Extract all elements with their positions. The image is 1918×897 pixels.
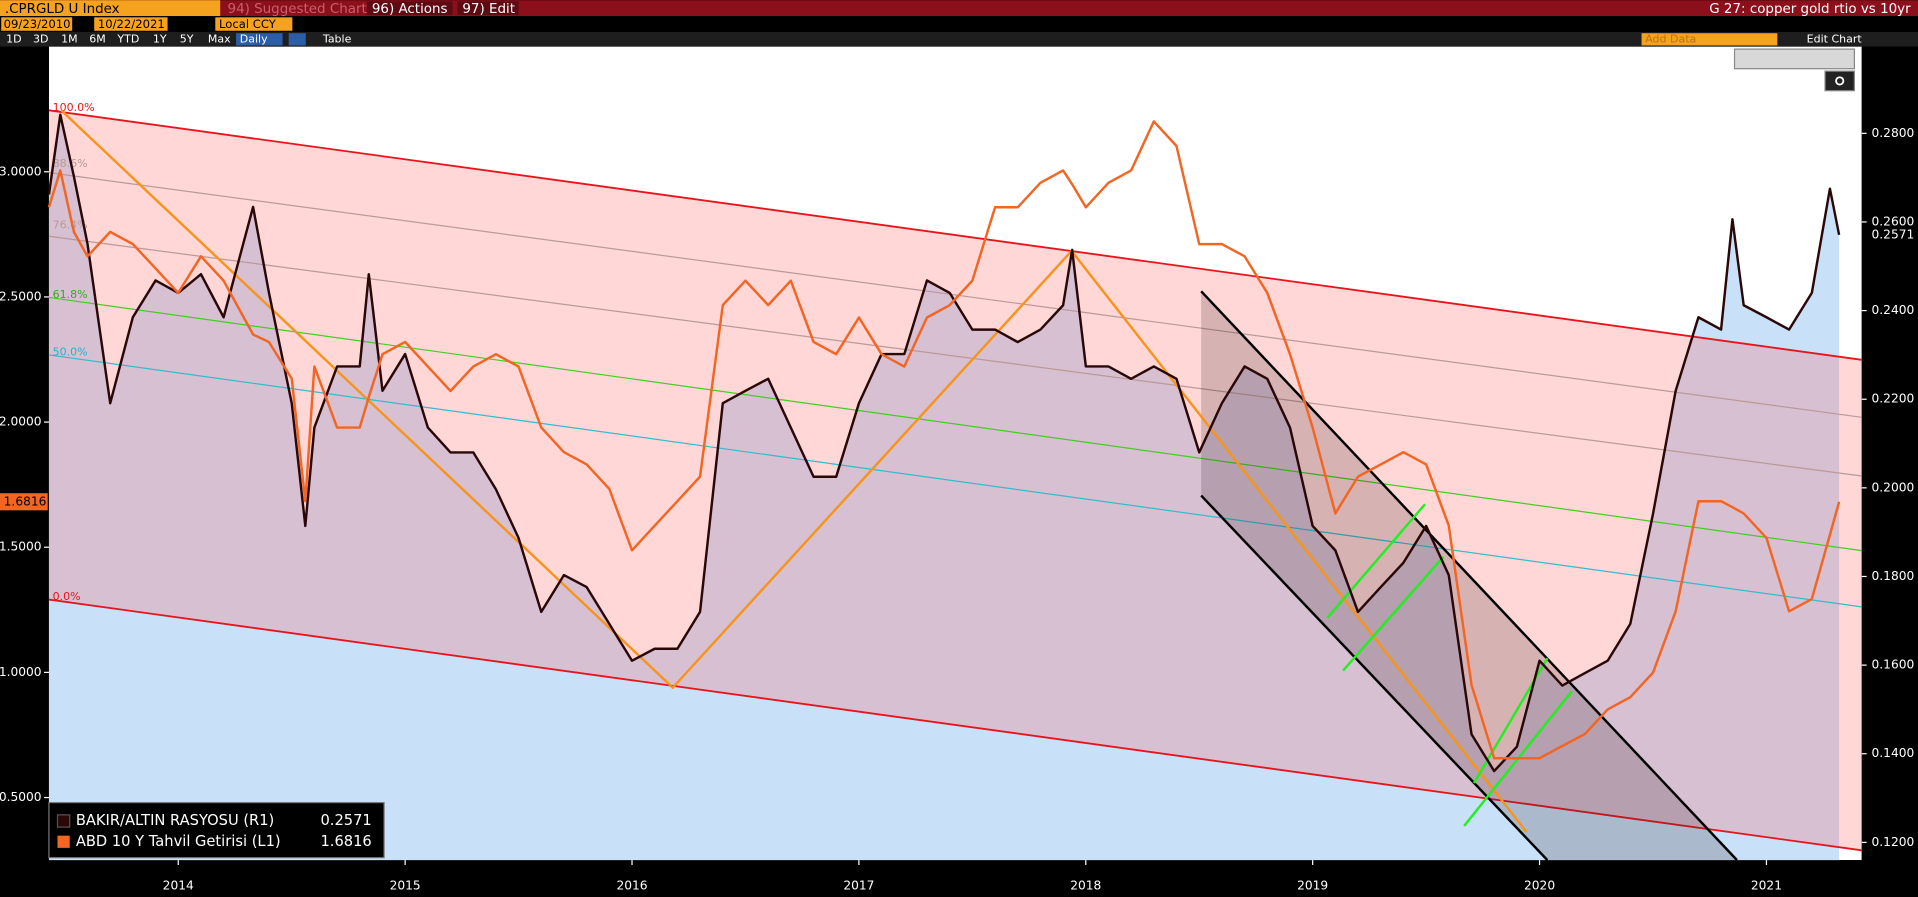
ticker-box[interactable] xyxy=(0,0,221,17)
range-button[interactable]: 5Y xyxy=(180,32,194,45)
add-data: Add Data xyxy=(1645,32,1696,45)
start-date-box[interactable] xyxy=(1,17,73,31)
y2-tick-label: 0.2800 xyxy=(1872,126,1915,140)
fib-label: 76.4% xyxy=(53,218,88,231)
range-button[interactable]: 1Y xyxy=(153,32,167,45)
y2-tick-label: 0.1800 xyxy=(1872,569,1915,583)
fib-line xyxy=(48,235,1862,477)
legend-value: 1.6816 xyxy=(320,833,371,850)
last-value-badge xyxy=(0,493,48,511)
legend-swatch xyxy=(56,814,71,828)
frequency-box[interactable] xyxy=(236,33,283,46)
edit-button-bg xyxy=(457,1,519,15)
y2-tick-label: 0.1600 xyxy=(1872,658,1915,672)
fib-label: 50.0% xyxy=(53,345,88,358)
y-tick-label: 3.0000 xyxy=(0,164,42,178)
range-button[interactable]: YTD xyxy=(116,32,139,45)
x-axis-strip xyxy=(0,860,1918,897)
y-tick-label: 2.5000 xyxy=(0,289,42,303)
y2-tick-label: 0.2400 xyxy=(1872,303,1915,317)
table-button[interactable]: Table xyxy=(322,32,352,45)
edit-chart-button[interactable]: Edit Chart xyxy=(1807,32,1863,45)
range-button[interactable]: 1M xyxy=(61,32,78,45)
range-bar xyxy=(0,31,1918,47)
right-axis-strip xyxy=(1861,46,1918,897)
y-tick-label: 0.5000 xyxy=(0,790,42,804)
frequency: Daily xyxy=(240,32,268,45)
trend-line xyxy=(1326,503,1426,619)
fib-line xyxy=(48,296,1862,552)
x-tick-label: 2019 xyxy=(1297,878,1328,892)
y-tick-label: 1.0000 xyxy=(0,665,42,679)
suggested-charts[interactable]: 94) Suggested Charts xyxy=(228,2,374,17)
end-date-box[interactable] xyxy=(94,17,168,31)
legend: BAKIR/ALTIN RASYOSU (R1) 0.2571 ABD 10 Y… xyxy=(48,802,385,859)
left-axis-strip xyxy=(0,46,49,897)
range-button[interactable]: Max xyxy=(208,32,231,45)
range-button[interactable]: 3D xyxy=(33,32,48,45)
last-value-label: 1.6816 xyxy=(4,494,47,508)
edit-button[interactable]: 97) Edit xyxy=(462,2,515,17)
legend-value: 0.2571 xyxy=(320,812,371,829)
ticker: .CPRGLD U Index xyxy=(5,2,120,17)
legend-label: BAKIR/ALTIN RASYOSU (R1) xyxy=(76,812,274,829)
range-button[interactable]: 6M xyxy=(89,32,106,45)
legend-label: ABD 10 Y Tahvil Getirisi (L1) xyxy=(76,833,281,850)
channel-top xyxy=(48,109,1862,361)
series-line xyxy=(47,120,1841,760)
chart-name: G 27: copper gold rtio vs 10yr xyxy=(1709,2,1911,17)
axis-layer: 0.5000 1.0000 1.5000 2.0000 2.5000 3.0000 0.12… xyxy=(0,126,1918,892)
x-tick-label: 2015 xyxy=(390,878,421,892)
fib-label: 0.0% xyxy=(53,590,81,603)
last-value-label: 0.2571 xyxy=(1872,227,1915,241)
x-tick-label: 2021 xyxy=(1751,878,1782,892)
range-button[interactable]: 1D xyxy=(6,32,21,45)
last-value-badge xyxy=(1864,226,1918,244)
actions-button-bg xyxy=(366,1,453,15)
add-data-box[interactable] xyxy=(1641,33,1778,46)
date-bar xyxy=(0,16,1918,32)
fib-line xyxy=(48,172,1862,418)
fib-label: 61.8% xyxy=(53,288,88,301)
y2-tick-label: 0.2200 xyxy=(1872,392,1915,406)
x-tick-label: 2018 xyxy=(1070,878,1101,892)
fib-line xyxy=(48,354,1862,608)
x-tick-label: 2020 xyxy=(1524,878,1555,892)
end-date: 10/22/2021 xyxy=(98,17,165,31)
line-layer xyxy=(47,113,1841,773)
y-tick-label: 2.0000 xyxy=(0,415,42,429)
x-tick-label: 2016 xyxy=(616,878,647,892)
chart-settings[interactable] xyxy=(1824,70,1856,92)
start-date: 09/23/2010 xyxy=(4,17,71,31)
y2-tick-label: 0.2000 xyxy=(1872,480,1915,494)
series-area xyxy=(48,114,1840,861)
legend-swatch xyxy=(57,835,70,848)
down-channel-bottom xyxy=(1200,494,1549,861)
legend-box xyxy=(48,802,385,859)
drawings: 100.0% 88.6% 76.4% 61.8% 50.0% 0.0% xyxy=(48,101,1862,861)
chart-type-icon[interactable] xyxy=(288,33,306,46)
settings-icon xyxy=(1835,76,1845,86)
y2-tick-label: 0.1400 xyxy=(1872,746,1915,760)
trend-line xyxy=(1342,555,1445,672)
y2-tick-label: 0.2600 xyxy=(1872,214,1915,228)
area-layer xyxy=(48,114,1840,861)
x-tick-label: 2014 xyxy=(163,878,194,892)
fib-label: 100.0% xyxy=(53,101,95,114)
channel-bottom xyxy=(48,598,1862,852)
y-tick-label: 1.5000 xyxy=(0,540,42,554)
currency: Local CCY xyxy=(219,17,277,31)
currency-box[interactable] xyxy=(215,17,293,31)
x-tick-label: 2017 xyxy=(843,878,874,892)
y2-tick-label: 0.1200 xyxy=(1872,835,1915,849)
chart-tools[interactable] xyxy=(1733,48,1856,70)
series-line xyxy=(47,113,1841,773)
actions-button[interactable]: 96) Actions xyxy=(372,2,448,17)
down-channel-top xyxy=(1200,290,1738,861)
